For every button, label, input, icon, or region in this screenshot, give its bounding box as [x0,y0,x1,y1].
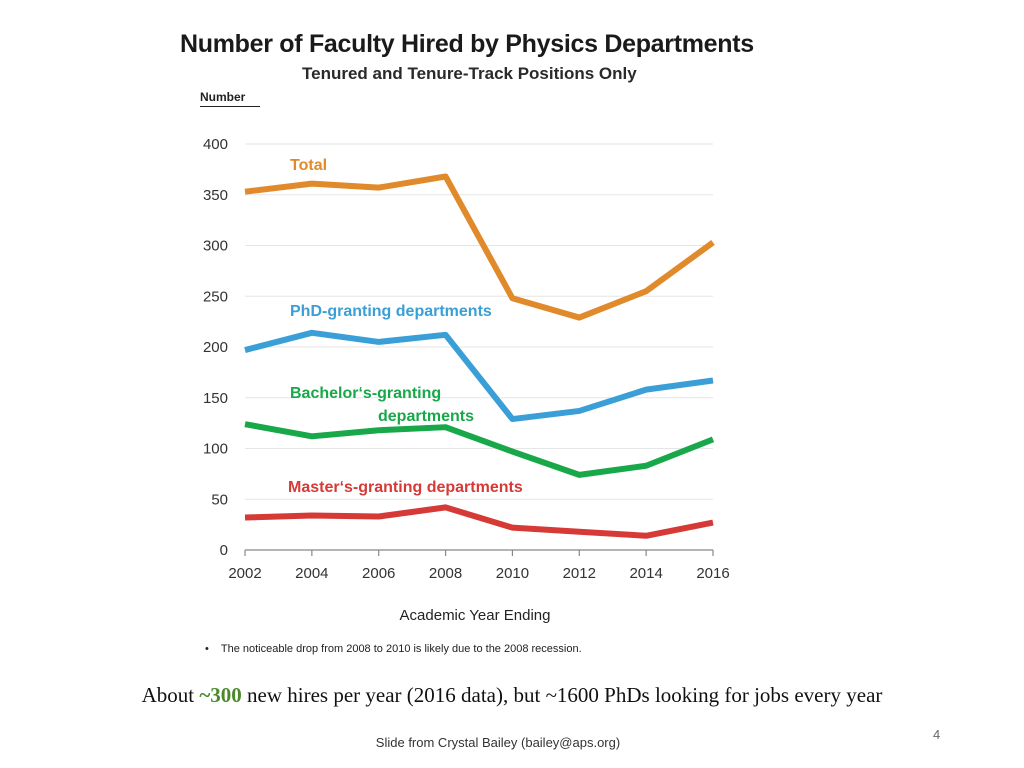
y-tick-label: 150 [203,390,228,407]
series-label: PhD-granting departments [290,303,492,320]
series-line-phd-granting-departments [244,329,714,423]
y-tick-label: 250 [203,288,228,305]
y-axis-label: Number [200,90,260,107]
series-line-master-s-granting-departments [244,504,714,539]
x-tick-label: 2002 [228,565,261,582]
footnote: • The noticeable drop from 2008 to 2010 i… [205,643,582,655]
y-tick-label: 50 [211,491,228,508]
chart-subtitle: Tenured and Tenure-Track Positions Only [302,64,637,83]
series-label: Master‘s-granting departments [288,479,523,496]
x-tick-label: 2012 [563,565,596,582]
slide-credit: Slide from Crystal Bailey (bailey@aps.or… [375,735,621,750]
x-axis-label: Academic Year Ending [400,607,551,624]
y-tick-label: 100 [203,441,228,458]
y-tick-label: 300 [203,238,228,255]
x-tick-label: 2014 [629,565,662,582]
x-tick-label: 2008 [429,565,462,582]
caption-suffix: new hires per year (2016 data), but ~160… [241,683,883,707]
y-tick-label: 200 [203,339,228,356]
bullet-icon: • [205,643,209,655]
series-label: Total [290,157,327,174]
y-tick-label: 0 [220,542,228,559]
y-tick-label: 400 [203,136,228,153]
chart-title: Number of Faculty Hired by Physics Depar… [180,30,754,58]
series-label: Bachelor‘s-granting [290,385,441,402]
series-line-bachelor-s-granting-departments [244,421,715,478]
x-tick-label: 2016 [696,565,729,582]
series-label: departments [378,408,474,425]
caption-prefix: About [141,683,200,707]
x-tick-label: 2004 [295,565,328,582]
x-tick-label: 2006 [362,565,395,582]
caption-highlight: ~300 [199,683,242,707]
line-chart: 0 50 100 150 200 250 300 350 400 2002 2004 2006 2008… [203,136,730,624]
slide-caption: About ~300 new hires per year (2016 data… [0,683,1024,708]
page-number: 4 [933,727,941,742]
y-tick-label: 350 [203,187,228,204]
x-tick-label: 2010 [496,565,529,582]
series-line-total [244,173,715,321]
footnote-text: The noticeable drop from 2008 to 2010 is… [220,643,582,655]
